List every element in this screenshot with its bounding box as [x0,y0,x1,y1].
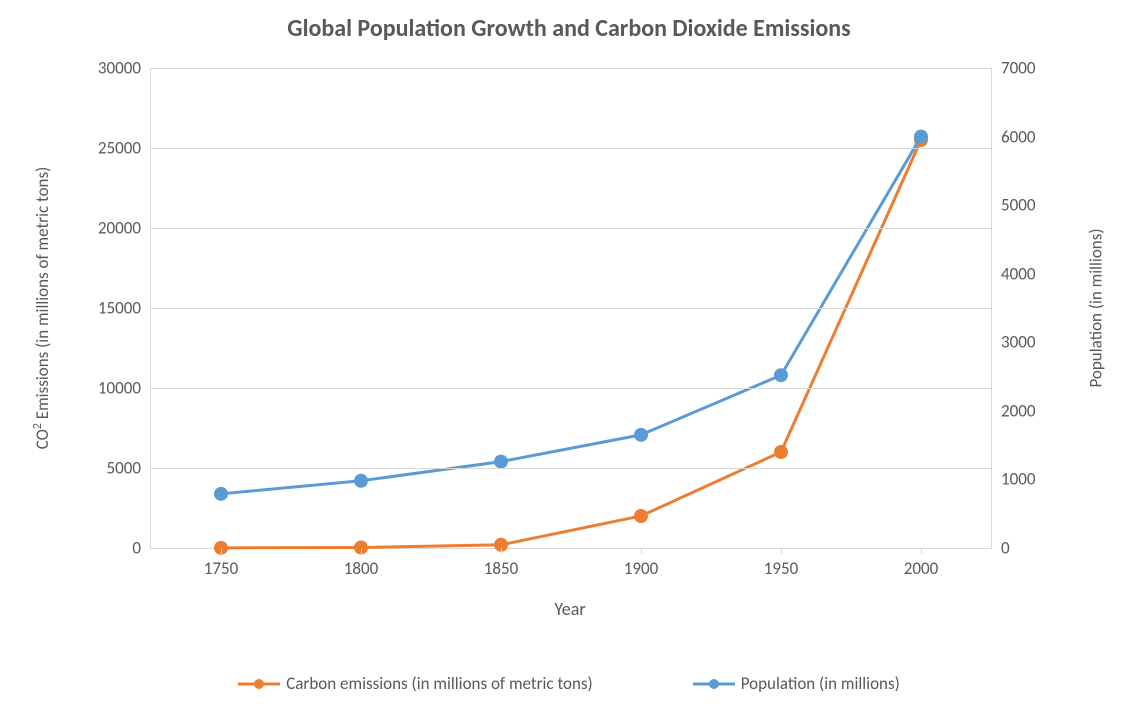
series-line-population [221,137,921,494]
x-tick-label: 1850 [484,548,518,579]
plot-area: 0500010000150002000025000300000100020003… [150,68,992,549]
gridline [151,308,991,309]
y2-tick-label: 5000 [991,195,1035,216]
y2-tick-label: 3000 [991,332,1035,353]
y1-axis-label: CO2 Emissions (in millions of metric ton… [31,167,53,450]
y1-tick-label: 0 [132,538,151,559]
x-tick-label: 1800 [344,548,378,579]
y2-tick-label: 7000 [991,58,1035,79]
gridline [151,388,991,389]
x-tick-label: 1750 [204,548,238,579]
legend-label: Population (in millions) [741,673,900,694]
legend: Carbon emissions (in millions of metric … [0,673,1138,694]
y2-tick-label: 6000 [991,126,1035,147]
gridline [151,468,991,469]
gridline [151,68,991,69]
gridline [151,228,991,229]
series-marker-population [354,474,368,488]
y1-tick-label: 25000 [98,138,151,159]
legend-swatch [238,677,280,691]
legend-label: Carbon emissions (in millions of metric … [286,673,592,694]
series-marker-population [494,455,508,469]
chart-container: Global Population Growth and Carbon Diox… [0,0,1138,718]
x-tick-label: 1950 [764,548,798,579]
series-marker-carbon [774,445,788,459]
y2-tick-label: 4000 [991,263,1035,284]
x-tick-label: 1900 [624,548,658,579]
legend-item-population: Population (in millions) [693,673,900,694]
chart-title: Global Population Growth and Carbon Diox… [0,14,1138,43]
y2-tick-label: 2000 [991,400,1035,421]
series-marker-population [914,130,928,144]
y1-tick-label: 10000 [98,378,151,399]
y1-tick-label: 20000 [98,218,151,239]
series-line-carbon [221,140,921,548]
y2-tick-label: 1000 [991,469,1035,490]
y2-tick-label: 0 [991,538,1010,559]
series-marker-carbon [634,509,648,523]
x-axis-label: Year [150,598,990,620]
series-marker-population [214,487,228,501]
x-tick-label: 2000 [904,548,938,579]
y2-axis-label: Population (in millions) [1086,228,1107,387]
series-marker-population [774,368,788,382]
gridline [151,148,991,149]
series-marker-population [634,428,648,442]
y1-tick-label: 15000 [98,298,151,319]
y1-tick-label: 5000 [107,458,151,479]
legend-item-carbon: Carbon emissions (in millions of metric … [238,673,592,694]
legend-swatch [693,677,735,691]
y1-tick-label: 30000 [98,58,151,79]
